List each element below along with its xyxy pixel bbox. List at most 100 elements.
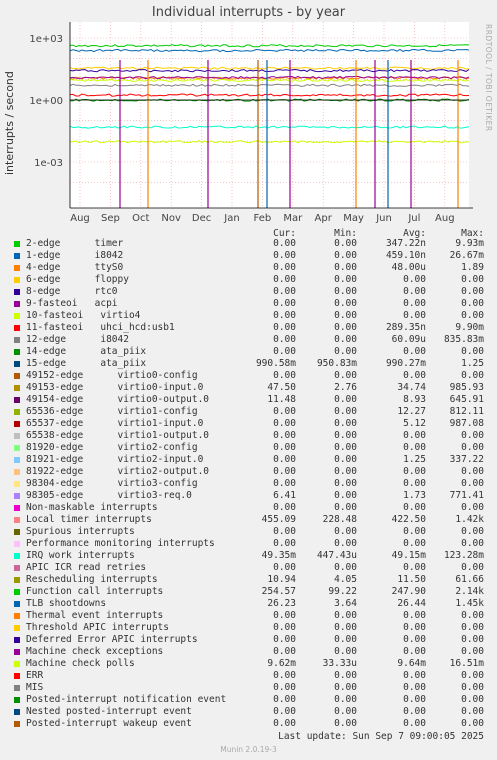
legend-min: 0.00 [334, 322, 357, 333]
legend-min: 0.00 [334, 238, 357, 249]
legend-cur: 0.00 [273, 310, 296, 321]
legend-label: 98305-edge virtio3-req.0 [26, 490, 192, 501]
legend-row: 6-edge floppy 0.00 0.00 0.00 0.00 [0, 274, 497, 286]
legend-label: 1-edge i8042 [26, 250, 124, 261]
legend-row: 9-fasteoi acpi 0.00 0.00 0.00 0.00 [0, 298, 497, 310]
legend-row: 15-edge ata_piix 990.58m 950.83m 990.27m 1.2… [0, 358, 497, 370]
legend-row: IRQ work interrupts 49.35m 447.43u 49.15m 12… [0, 550, 497, 562]
legend-label: 10-fasteoi virtio4 [26, 310, 141, 321]
col-max-header: Max: [461, 228, 484, 239]
legend-cur: 0.00 [273, 610, 296, 621]
legend-max: 16.51m [449, 658, 484, 669]
legend-min: 0.00 [334, 346, 357, 357]
legend-row: Rescheduling interrupts 10.94 4.05 11.50 61.… [0, 574, 497, 586]
legend-swatch [14, 721, 20, 727]
legend-avg: 0.00 [403, 442, 426, 453]
legend-cur: 0.00 [273, 418, 296, 429]
legend-max: 1.45k [455, 598, 484, 609]
series-line [69, 78, 470, 82]
legend-max: 0.00 [461, 430, 484, 441]
legend-row: 10-fasteoi virtio4 0.00 0.00 0.00 0.00 [0, 310, 497, 322]
legend-min: 0.00 [334, 646, 357, 657]
legend-row: Machine check polls 9.62m 33.33u 9.64m 16.51… [0, 658, 497, 670]
legend-swatch [14, 709, 20, 715]
series-line [69, 140, 470, 144]
col-avg-header: Avg: [403, 228, 426, 239]
legend-avg: 0.00 [403, 502, 426, 513]
munin-version: Munin 2.0.19-3 [220, 745, 277, 754]
plot-area [70, 22, 469, 208]
legend-swatch [14, 385, 20, 391]
legend-swatch [14, 493, 20, 499]
legend-swatch [14, 553, 20, 559]
legend-min: 0.00 [334, 274, 357, 285]
legend-min: 447.43u [316, 550, 357, 561]
legend-max: 0.00 [461, 370, 484, 381]
legend-label: Local timer interrupts [26, 514, 152, 525]
legend-row: 65537-edge virtio1-input.0 0.00 0.00 5.12 98… [0, 418, 497, 430]
legend-min: 0.00 [334, 538, 357, 549]
legend-row: 98304-edge virtio3-config 0.00 0.00 0.00 0.0… [0, 478, 497, 490]
legend-avg: 0.00 [403, 718, 426, 729]
legend-label: 8-edge rtc0 [26, 286, 118, 297]
legend-max: 987.08 [449, 418, 484, 429]
legend-label: 14-edge ata_piix [26, 346, 147, 357]
legend-avg: 0.00 [403, 562, 426, 573]
legend-min: 0.00 [334, 490, 357, 501]
legend-min: 0.00 [334, 298, 357, 309]
legend-min: 0.00 [334, 394, 357, 405]
legend-avg: 422.50 [391, 514, 426, 525]
x-tick-label: Mar [283, 213, 303, 224]
legend-cur: 0.00 [273, 526, 296, 537]
legend-swatch [14, 637, 20, 643]
legend-avg: 0.00 [403, 478, 426, 489]
legend-cur: 990.58m [255, 358, 296, 369]
legend-label: Thermal event interrupts [26, 610, 164, 621]
legend-label: 4-edge ttyS0 [26, 262, 124, 273]
legend-label: Performance monitoring interrupts [26, 538, 215, 549]
legend-cur: 10.94 [267, 574, 296, 585]
legend-min: 0.00 [334, 706, 357, 717]
legend-max: 9.90m [455, 322, 484, 333]
legend-min: 0.00 [334, 370, 357, 381]
x-tick-label: Dec [192, 213, 211, 224]
legend-avg: 990.27m [385, 358, 426, 369]
legend-avg: 0.00 [403, 646, 426, 657]
legend-avg: 459.10n [385, 250, 426, 261]
y-ticks: 1e+03 1e+00 1e-03 [29, 34, 63, 169]
legend-row: Posted-interrupt wakeup event 0.00 0.00 0.0… [0, 718, 497, 730]
x-tick-label: Aug [435, 213, 455, 224]
legend-avg: 0.00 [403, 274, 426, 285]
legend-cur: 0.00 [273, 694, 296, 705]
y-tick-label: 1e-03 [34, 158, 63, 169]
legend-avg: 48.00u [391, 262, 426, 273]
legend-cur: 0.00 [273, 346, 296, 357]
legend-swatch [14, 589, 20, 595]
col-cur-header: Cur: [273, 228, 296, 239]
legend-cur: 0.00 [273, 442, 296, 453]
last-update: Last update: Sun Sep 7 09:00:05 2025 [278, 731, 484, 742]
legend-cur: 0.00 [273, 646, 296, 657]
legend-avg: 0.00 [403, 694, 426, 705]
legend-label: 98304-edge virtio3-config [26, 478, 198, 489]
legend-swatch [14, 613, 20, 619]
legend-label: 81922-edge virtio2-output.0 [26, 466, 210, 477]
legend-avg: 26.44 [397, 598, 426, 609]
legend-swatch [14, 457, 20, 463]
legend-min: 0.00 [334, 334, 357, 345]
legend-label: ERR [26, 670, 44, 681]
legend-max: 0.00 [461, 442, 484, 453]
legend-swatch [14, 253, 20, 259]
legend-label: 15-edge ata_piix [26, 358, 147, 369]
legend-max: 0.00 [461, 562, 484, 573]
legend-avg: 0.00 [403, 706, 426, 717]
legend-row: Machine check exceptions 0.00 0.00 0.00 0.00 [0, 646, 497, 658]
legend-swatch [14, 289, 20, 295]
legend-avg: 60.09u [391, 334, 426, 345]
legend-swatch [14, 361, 20, 367]
legend-min: 0.00 [334, 694, 357, 705]
legend-max: 1.42k [455, 514, 484, 525]
legend-row: 14-edge ata_piix 0.00 0.00 0.00 0.00 [0, 346, 497, 358]
legend-label: Posted-interrupt wakeup event [26, 718, 192, 729]
legend-max: 1.25 [461, 358, 484, 369]
